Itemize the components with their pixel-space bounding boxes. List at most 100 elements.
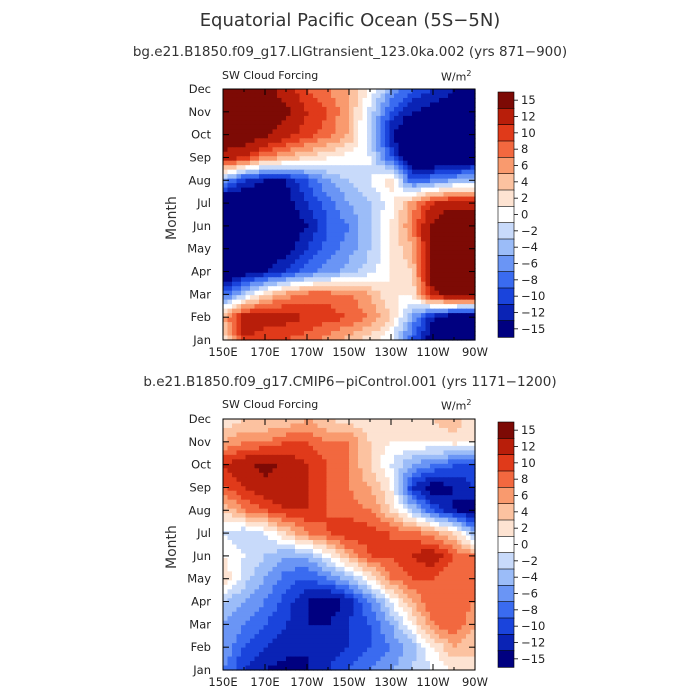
field-cell <box>281 250 287 256</box>
field-cell <box>277 450 283 456</box>
field-cell <box>281 210 287 216</box>
field-cell <box>439 472 445 478</box>
field-cell <box>259 286 265 292</box>
field-cell <box>452 531 458 537</box>
field-cell <box>335 513 341 519</box>
field-cell <box>268 214 274 220</box>
field-cell <box>286 553 292 559</box>
field-cell <box>299 513 305 519</box>
field-cell <box>461 548 467 555</box>
field-cell <box>227 156 233 162</box>
field-cell <box>470 295 476 301</box>
field-cell <box>385 540 391 546</box>
field-cell <box>304 129 310 135</box>
field-cell <box>421 322 427 328</box>
field-cell <box>317 427 323 434</box>
field-cell <box>241 259 247 265</box>
field-cell <box>286 481 292 487</box>
field-cell <box>223 526 229 532</box>
field-cell <box>331 147 337 153</box>
field-cell <box>461 97 467 104</box>
field-cell <box>268 535 274 541</box>
field-cell <box>362 223 368 229</box>
field-cell <box>295 218 301 225</box>
field-cell <box>407 210 413 216</box>
field-cell <box>380 463 386 469</box>
field-cell <box>416 495 422 501</box>
field-cell <box>268 272 274 278</box>
field-cell <box>241 178 247 184</box>
field-cell <box>452 459 458 465</box>
field-cell <box>443 468 449 474</box>
field-cell <box>439 499 445 505</box>
field-cell <box>434 526 440 532</box>
field-cell <box>268 468 274 474</box>
field-cell <box>430 522 436 528</box>
field-cell <box>389 490 395 496</box>
field-cell <box>232 522 238 528</box>
field-cell <box>340 214 346 220</box>
field-cell <box>466 241 472 247</box>
field-cell <box>394 290 400 296</box>
field-cell <box>367 156 373 162</box>
field-cell <box>236 174 242 180</box>
field-cell <box>389 254 395 260</box>
field-cell <box>358 93 364 99</box>
field-cell <box>385 272 391 278</box>
field-cell <box>371 441 377 447</box>
field-cell <box>443 486 449 492</box>
field-cell <box>290 477 296 483</box>
field-cell <box>299 178 305 184</box>
field-cell <box>353 124 359 130</box>
field-cell <box>385 223 391 229</box>
field-cell <box>335 308 341 314</box>
field-cell <box>281 147 287 153</box>
field-cell <box>313 522 319 528</box>
field-cell <box>470 102 476 108</box>
field-cell <box>335 277 341 283</box>
field-cell <box>407 304 413 310</box>
field-cell <box>398 463 404 469</box>
field-cell <box>317 151 323 157</box>
field-cell <box>403 517 409 523</box>
field-cell <box>416 490 422 496</box>
field-cell <box>425 495 431 501</box>
field-cell <box>299 295 305 301</box>
field-cell <box>439 477 445 483</box>
field-cell <box>403 250 409 256</box>
field-cell <box>349 441 355 447</box>
field-cell <box>304 522 310 528</box>
field-cell <box>335 490 341 496</box>
field-cell <box>299 93 305 99</box>
field-cell <box>236 263 242 269</box>
field-cell <box>457 124 463 130</box>
field-cell <box>281 522 287 528</box>
field-cell <box>362 322 368 328</box>
field-cell <box>268 259 274 265</box>
field-cell <box>254 223 260 229</box>
field-cell <box>331 513 337 519</box>
field-cell <box>448 102 454 108</box>
field-cell <box>227 445 233 451</box>
field-cell <box>470 214 476 220</box>
field-cell <box>290 254 296 260</box>
field-cell <box>385 531 391 537</box>
field-cell <box>430 201 436 207</box>
field-cell <box>416 504 422 510</box>
field-cell <box>448 472 454 478</box>
field-cell <box>344 277 350 283</box>
field-cell <box>403 223 409 229</box>
field-cell <box>340 205 346 211</box>
field-cell <box>349 544 355 550</box>
field-cell <box>232 169 238 175</box>
field-cell <box>389 459 395 465</box>
field-cell <box>335 115 341 121</box>
field-cell <box>322 459 328 465</box>
colorbar-swatch <box>497 238 515 257</box>
field-cell <box>331 192 337 198</box>
field-cell <box>457 160 463 166</box>
field-cell <box>295 93 301 99</box>
field-cell <box>457 335 463 341</box>
field-cell <box>326 544 332 550</box>
field-cell <box>403 463 409 469</box>
